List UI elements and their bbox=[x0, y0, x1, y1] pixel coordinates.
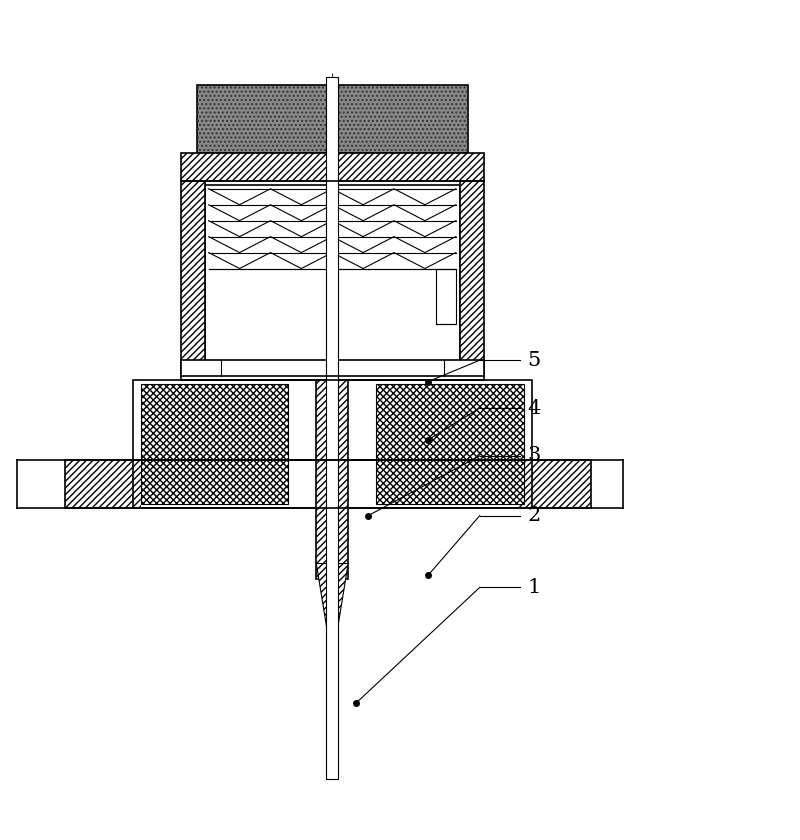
Bar bbox=[181, 360, 484, 381]
Bar bbox=[329, 627, 335, 755]
Bar bbox=[141, 384, 288, 504]
Text: 3: 3 bbox=[527, 446, 541, 465]
Bar bbox=[436, 269, 456, 324]
Bar bbox=[197, 85, 468, 153]
Bar bbox=[181, 153, 484, 181]
Bar bbox=[197, 85, 468, 153]
Bar bbox=[205, 185, 460, 372]
Bar bbox=[326, 77, 338, 779]
Bar bbox=[460, 181, 484, 376]
Polygon shape bbox=[316, 564, 348, 627]
Bar bbox=[515, 459, 591, 507]
Text: 1: 1 bbox=[527, 578, 541, 597]
Text: 4: 4 bbox=[527, 398, 541, 417]
Bar bbox=[376, 384, 523, 504]
Bar bbox=[181, 181, 205, 376]
Bar bbox=[329, 627, 335, 755]
Bar bbox=[221, 360, 444, 376]
Bar bbox=[133, 381, 531, 459]
Text: 5: 5 bbox=[527, 351, 541, 370]
Bar bbox=[65, 459, 591, 507]
Bar bbox=[316, 381, 348, 580]
Bar bbox=[65, 459, 141, 507]
Text: 2: 2 bbox=[527, 507, 541, 525]
